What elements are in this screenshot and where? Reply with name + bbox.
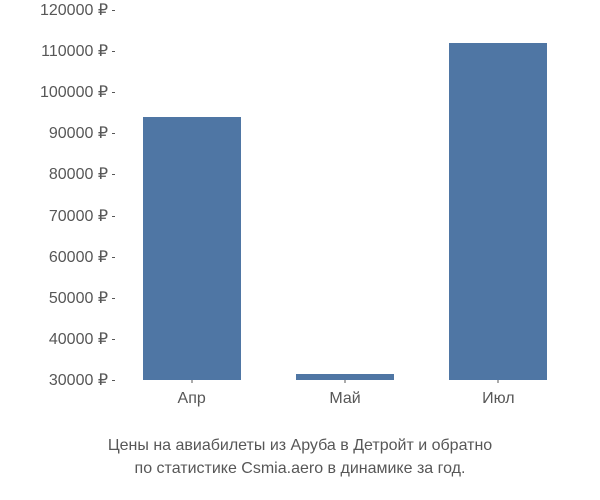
x-tick-mark xyxy=(345,380,346,383)
y-tick-label: 90000 ₽ xyxy=(49,123,108,143)
caption-line-2: по статистике Csmia.aero в динамике за г… xyxy=(135,460,466,477)
bar xyxy=(143,117,241,380)
y-tick-label: 50000 ₽ xyxy=(49,288,108,308)
price-chart: 30000 ₽ 40000 ₽ 50000 ₽ 60000 ₽ 70000 ₽ 80000… xyxy=(0,0,600,500)
x-tick-mark xyxy=(191,380,192,383)
x-tick-label: Апр xyxy=(178,390,206,408)
y-tick-label: 120000 ₽ xyxy=(40,0,108,20)
y-tick-mark xyxy=(112,380,115,381)
chart-caption: Цены на авиабилеты из Аруба в Детройт и … xyxy=(0,435,600,480)
bar xyxy=(449,43,547,380)
caption-line-1: Цены на авиабилеты из Аруба в Детройт и … xyxy=(108,437,492,454)
x-tick-label: Июл xyxy=(482,390,514,408)
y-tick-label: 80000 ₽ xyxy=(49,164,108,184)
y-tick-label: 30000 ₽ xyxy=(49,370,108,390)
x-tick-mark xyxy=(498,380,499,383)
y-tick-label: 40000 ₽ xyxy=(49,329,108,349)
plot-area xyxy=(115,10,575,380)
y-tick-label: 60000 ₽ xyxy=(49,247,108,267)
x-tick-label: Май xyxy=(329,390,360,408)
y-tick-label: 70000 ₽ xyxy=(49,206,108,226)
y-tick-label: 110000 ₽ xyxy=(41,41,108,61)
y-tick-label: 100000 ₽ xyxy=(40,82,108,102)
